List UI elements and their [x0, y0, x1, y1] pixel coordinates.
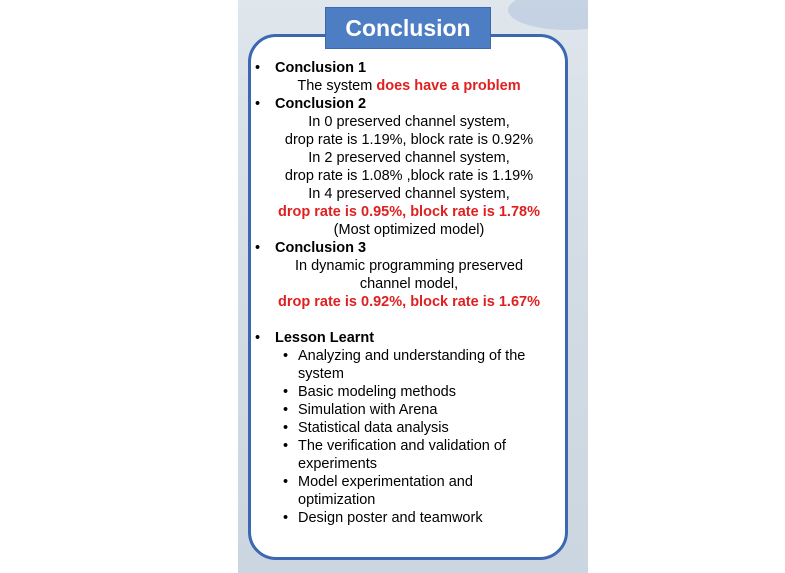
lesson-item-label: Statistical data analysis [298, 420, 449, 436]
bullet-icon: • [283, 420, 289, 436]
bullet-icon: • [255, 240, 261, 256]
conclusion-1-heading-row: • Conclusion 1 [252, 59, 566, 77]
lessons-heading-row: • Lesson Learnt [252, 329, 566, 347]
spacer [252, 311, 566, 329]
conclusion-3-line: channel model, [359, 276, 459, 292]
conclusion-1-heading: Conclusion 1 [275, 60, 367, 76]
conclusion-2-note: (Most optimized model) [333, 222, 485, 238]
lessons-heading: Lesson Learnt [275, 330, 375, 346]
lesson-item-label: Model experimentation and optimization [298, 474, 473, 508]
bullet-icon: • [283, 384, 289, 400]
conclusion-3-heading-row: • Conclusion 3 [252, 239, 566, 257]
lesson-item-label: Design poster and teamwork [298, 510, 483, 526]
conclusion-2-heading-row: • Conclusion 2 [252, 95, 566, 113]
bullet-icon: • [283, 474, 289, 490]
bullet-icon: • [283, 348, 289, 364]
conclusion-1-highlight: does have a problem [376, 78, 521, 94]
lesson-item: • Design poster and teamwork [252, 509, 566, 527]
lesson-item-label: The verification and validation of exper… [298, 438, 506, 472]
lesson-item: • The verification and validation of exp… [252, 437, 513, 473]
conclusion-content: • Conclusion 1 The system does have a pr… [252, 59, 566, 527]
conclusion-2-line: drop rate is 1.08% ,block rate is 1.19% [284, 168, 534, 184]
bullet-icon: • [255, 330, 261, 346]
conclusion-2-line: In 0 preserved channel system, [308, 114, 510, 130]
bullet-icon: • [255, 96, 261, 112]
conclusion-3-line: In dynamic programming preserved [294, 258, 524, 274]
conclusion-2-line: In 4 preserved channel system, [308, 186, 510, 202]
conclusion-2-line: drop rate is 1.19%, block rate is 0.92% [284, 132, 534, 148]
conclusion-2-highlight: drop rate is 0.95%, block rate is 1.78% [278, 204, 540, 220]
section-title: Conclusion [325, 7, 491, 49]
lesson-item: • Statistical data analysis [252, 419, 566, 437]
conclusion-2-heading: Conclusion 2 [275, 96, 367, 112]
lesson-item-label: Simulation with Arena [298, 402, 438, 418]
conclusion-3-highlight: drop rate is 0.92%, block rate is 1.67% [278, 294, 540, 310]
conclusion-1-text-prefix: The system [297, 78, 377, 94]
bullet-icon: • [283, 438, 289, 454]
lesson-item-label: Basic modeling methods [298, 384, 456, 400]
lesson-item: • Basic modeling methods [252, 383, 566, 401]
lesson-item-label: Analyzing and understanding of the syste… [298, 348, 526, 382]
bullet-icon: • [255, 60, 261, 76]
lesson-item: • Simulation with Arena [252, 401, 566, 419]
bullet-icon: • [283, 402, 289, 418]
lesson-item: • Analyzing and understanding of the sys… [252, 347, 528, 383]
conclusion-1-text: The system does have a problem [252, 77, 566, 95]
decorative-shape [508, 0, 588, 30]
conclusion-card [248, 34, 568, 560]
conclusion-3-heading: Conclusion 3 [275, 240, 367, 256]
lesson-item: • Model experimentation and optimization [252, 473, 498, 509]
conclusion-2-line: In 2 preserved channel system, [308, 150, 510, 166]
bullet-icon: • [283, 510, 289, 526]
